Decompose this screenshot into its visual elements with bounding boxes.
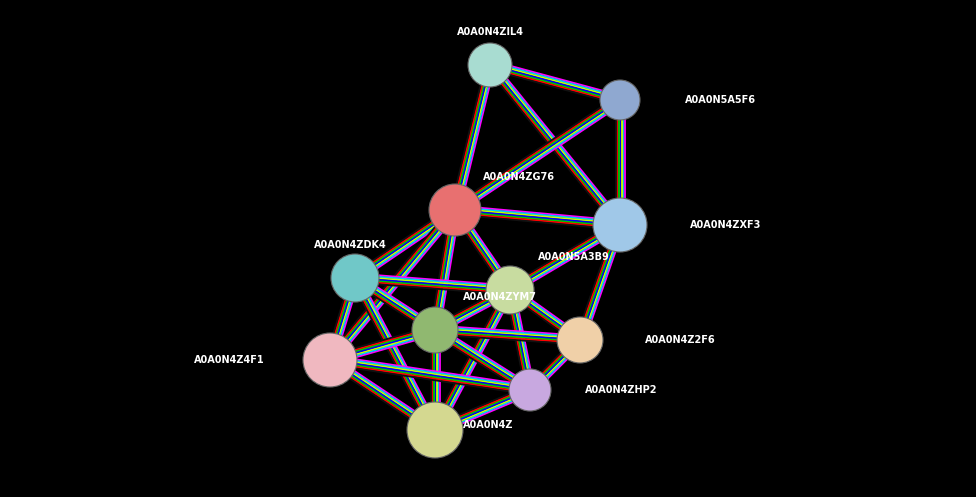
Circle shape xyxy=(303,333,357,387)
Circle shape xyxy=(331,254,379,302)
Text: A0A0N4ZDK4: A0A0N4ZDK4 xyxy=(313,240,386,250)
Circle shape xyxy=(468,43,512,87)
Text: A0A0N4Z2F6: A0A0N4Z2F6 xyxy=(645,335,715,345)
Text: A0A0N4ZIL4: A0A0N4ZIL4 xyxy=(457,27,523,37)
Text: A0A0N4ZYM7: A0A0N4ZYM7 xyxy=(463,292,537,302)
Circle shape xyxy=(412,307,458,353)
Circle shape xyxy=(600,80,640,120)
Circle shape xyxy=(407,402,463,458)
Circle shape xyxy=(509,369,551,411)
Text: A0A0N5A5F6: A0A0N5A5F6 xyxy=(685,95,756,105)
Text: A0A0N5A3B9: A0A0N5A3B9 xyxy=(538,252,610,262)
Circle shape xyxy=(429,184,481,236)
Text: A0A0N4Z: A0A0N4Z xyxy=(463,420,513,430)
Circle shape xyxy=(486,266,534,314)
Text: A0A0N4ZG76: A0A0N4ZG76 xyxy=(483,172,555,182)
Text: A0A0N4ZXF3: A0A0N4ZXF3 xyxy=(690,220,761,230)
Circle shape xyxy=(557,317,603,363)
Circle shape xyxy=(593,198,647,252)
Text: A0A0N4Z4F1: A0A0N4Z4F1 xyxy=(194,355,265,365)
Text: A0A0N4ZHP2: A0A0N4ZHP2 xyxy=(585,385,658,395)
